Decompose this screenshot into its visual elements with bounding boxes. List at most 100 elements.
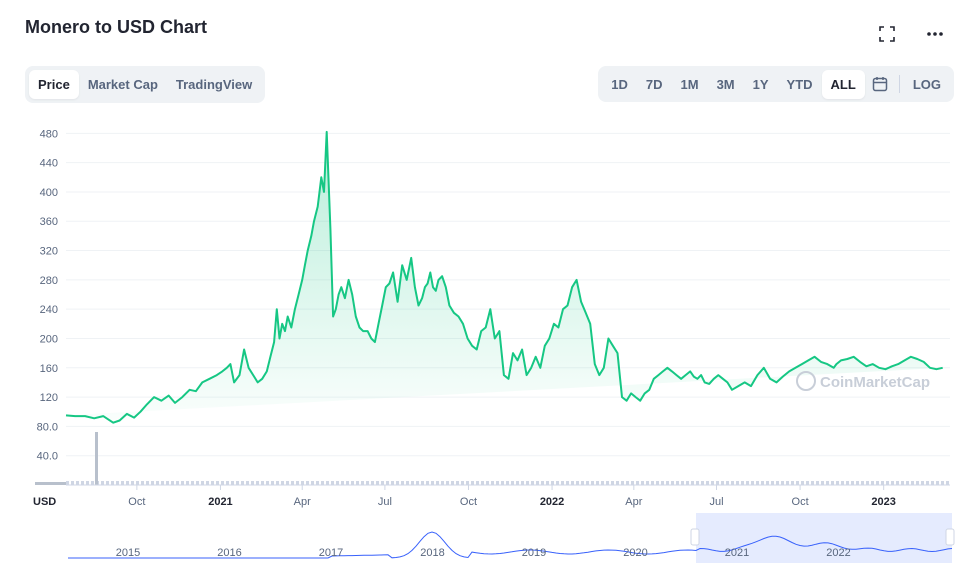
- volume-bar: [241, 481, 244, 485]
- volume-bar: [171, 481, 174, 485]
- volume-bar: [141, 481, 144, 485]
- volume-bar: [806, 481, 809, 485]
- volume-bar: [76, 481, 79, 485]
- volume-bar: [446, 481, 449, 485]
- volume-bar: [606, 481, 609, 485]
- volume-bar: [766, 481, 769, 485]
- price-chart[interactable]: 40.0 80.0 120 160 200 240 280 320 360 400 440 480 C…: [0, 110, 976, 575]
- range-1y[interactable]: 1Y: [752, 76, 769, 92]
- volume-bar: [381, 481, 384, 485]
- navigator-right-handle[interactable]: [945, 528, 955, 546]
- volume-bar: [576, 481, 579, 485]
- volume-bar: [531, 481, 534, 485]
- volume-bar: [646, 481, 649, 485]
- volume-bar: [101, 481, 104, 485]
- volume-bar: [481, 481, 484, 485]
- volume-bar: [321, 481, 324, 485]
- volume-bar: [846, 481, 849, 485]
- fullscreen-icon[interactable]: [874, 24, 900, 44]
- volume-bar: [611, 481, 614, 485]
- volume-bar: [751, 481, 754, 485]
- volume-bar: [231, 481, 234, 485]
- volume-bar: [166, 481, 169, 485]
- volume-bar: [566, 481, 569, 485]
- y-axis-unit-label: USD: [33, 496, 56, 508]
- tab-price[interactable]: Price: [29, 70, 79, 99]
- y-tick-label: 480: [40, 128, 58, 140]
- volume-bar: [461, 481, 464, 485]
- volume-bar: [331, 481, 334, 485]
- volume-bar: [311, 481, 314, 485]
- volume-bar: [176, 481, 179, 485]
- tab-tradingview[interactable]: TradingView: [175, 77, 253, 92]
- volume-bar: [891, 481, 894, 485]
- more-options-icon[interactable]: [922, 24, 948, 44]
- volume-bar: [936, 481, 939, 485]
- volume-bar: [796, 481, 799, 485]
- volume-bar: [95, 432, 98, 485]
- volume-bar: [831, 481, 834, 485]
- navigator-left-handle[interactable]: [690, 528, 700, 546]
- log-scale-toggle[interactable]: LOG: [912, 76, 941, 92]
- navigator-selection[interactable]: [696, 513, 952, 563]
- volume-bar: [196, 481, 199, 485]
- volume-bar: [771, 481, 774, 485]
- volume-bar: [671, 481, 674, 485]
- range-all[interactable]: ALL: [821, 69, 865, 99]
- price-line: [65, 130, 943, 424]
- calendar-icon[interactable]: [865, 70, 895, 99]
- volume-bar: [221, 481, 224, 485]
- volume-bar: [466, 481, 469, 485]
- volume-bar: [701, 481, 704, 485]
- volume-bar: [836, 481, 839, 485]
- volume-bar: [696, 481, 699, 485]
- volume-bar: [351, 481, 354, 485]
- range-1d[interactable]: 1D: [611, 76, 628, 92]
- volume-bar: [131, 481, 134, 485]
- volume-bar: [266, 481, 269, 485]
- volume-bar: [86, 481, 89, 485]
- volume-bar: [661, 481, 664, 485]
- volume-bar: [746, 481, 749, 485]
- toolbar-divider: [898, 75, 900, 93]
- range-3m[interactable]: 3M: [716, 76, 735, 92]
- volume-bar: [616, 481, 619, 485]
- volume-bar: [136, 481, 139, 485]
- chart-title: Monero to USD Chart: [25, 17, 207, 37]
- volume-bar: [681, 481, 684, 485]
- volume-bar: [91, 481, 94, 485]
- volume-bar: [486, 481, 489, 485]
- x-tick-label: Oct: [460, 496, 477, 508]
- volume-bar: [156, 481, 159, 485]
- volume-bar: [921, 481, 924, 485]
- navigator-year-labels: 2015 2016 2017 2018 2019 2020 2021 2022: [116, 547, 851, 559]
- volume-bar: [471, 481, 474, 485]
- volume-bar: [516, 481, 519, 485]
- volume-bar: [631, 481, 634, 485]
- volume-bar: [391, 481, 394, 485]
- volume-bar: [276, 481, 279, 485]
- tab-market-cap[interactable]: Market Cap: [87, 77, 158, 92]
- volume-bar: [801, 481, 804, 485]
- volume-bar: [301, 481, 304, 485]
- volume-bar: [191, 481, 194, 485]
- volume-bar: [396, 481, 399, 485]
- volume-bar: [926, 481, 929, 485]
- volume-bar: [441, 481, 444, 485]
- volume-bar: [621, 481, 624, 485]
- coinmarketcap-logo-icon: [796, 371, 816, 391]
- volume-bar: [226, 481, 229, 485]
- volume-bar: [686, 481, 689, 485]
- volume-bar: [551, 481, 554, 485]
- header-actions: [874, 24, 948, 44]
- volume-bar: [211, 481, 214, 485]
- volume-bar: [761, 481, 764, 485]
- volume-bar: [376, 481, 379, 485]
- range-1m[interactable]: 1M: [680, 76, 699, 92]
- volume-bar: [916, 481, 919, 485]
- range-ytd[interactable]: YTD: [786, 76, 813, 92]
- range-7d[interactable]: 7D: [645, 76, 663, 92]
- x-tick-label: 2023: [871, 496, 895, 508]
- volume-bar: [901, 481, 904, 485]
- chart-view-tabs: Price Market Cap TradingView: [25, 66, 266, 103]
